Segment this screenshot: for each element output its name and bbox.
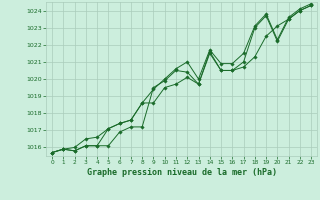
X-axis label: Graphe pression niveau de la mer (hPa): Graphe pression niveau de la mer (hPa) [87, 168, 276, 177]
